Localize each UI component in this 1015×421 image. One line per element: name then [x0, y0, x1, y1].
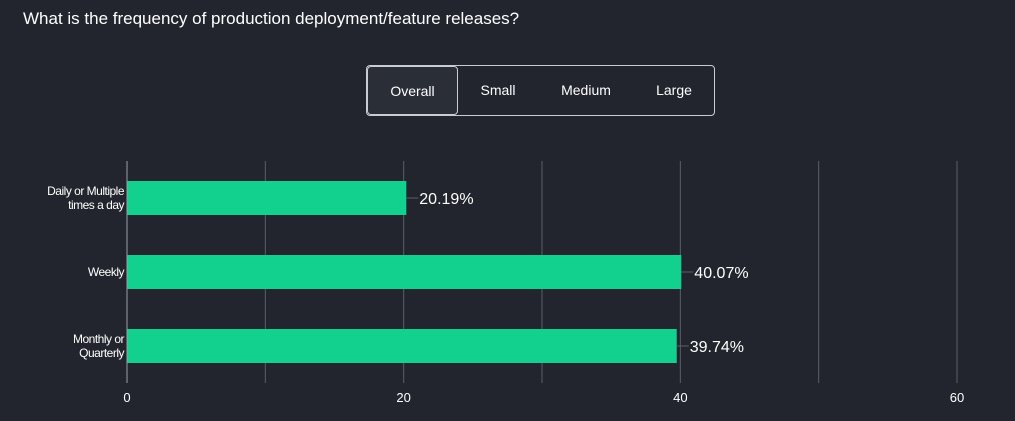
x-tick-label-3: 60	[950, 390, 964, 405]
category-label-1: Weekly	[88, 265, 125, 279]
category-label-2: Monthly or Quarterly	[73, 332, 125, 360]
bar-value-label-1: 40.07%	[694, 265, 748, 282]
bar-0	[127, 181, 407, 215]
category-label-line: Quarterly	[79, 346, 124, 360]
segment-tabs: Overall Small Medium Large	[366, 65, 715, 116]
bar-1	[127, 255, 682, 289]
category-label-line: Weekly	[88, 265, 125, 279]
bar-value-label-2: 39.74%	[690, 339, 744, 356]
tab-overall[interactable]: Overall	[367, 66, 458, 115]
page-title: What is the frequency of production depl…	[23, 9, 520, 28]
x-tick-label-0: 0	[123, 390, 130, 405]
tab-large[interactable]: Large	[633, 66, 715, 115]
category-label-line: times a day	[68, 198, 124, 212]
x-tick-label-1: 20	[396, 390, 410, 405]
category-label-0: Daily or Multiple times a day	[47, 184, 125, 212]
tab-small[interactable]: Small	[459, 66, 537, 115]
bar-2	[127, 329, 677, 363]
x-tick-label-2: 40	[673, 390, 687, 405]
category-label-line: Monthly or	[73, 332, 125, 346]
category-label-line: Daily or Multiple	[47, 184, 125, 198]
bar-value-label-0: 20.19%	[419, 191, 473, 208]
tab-medium[interactable]: Medium	[543, 66, 629, 115]
